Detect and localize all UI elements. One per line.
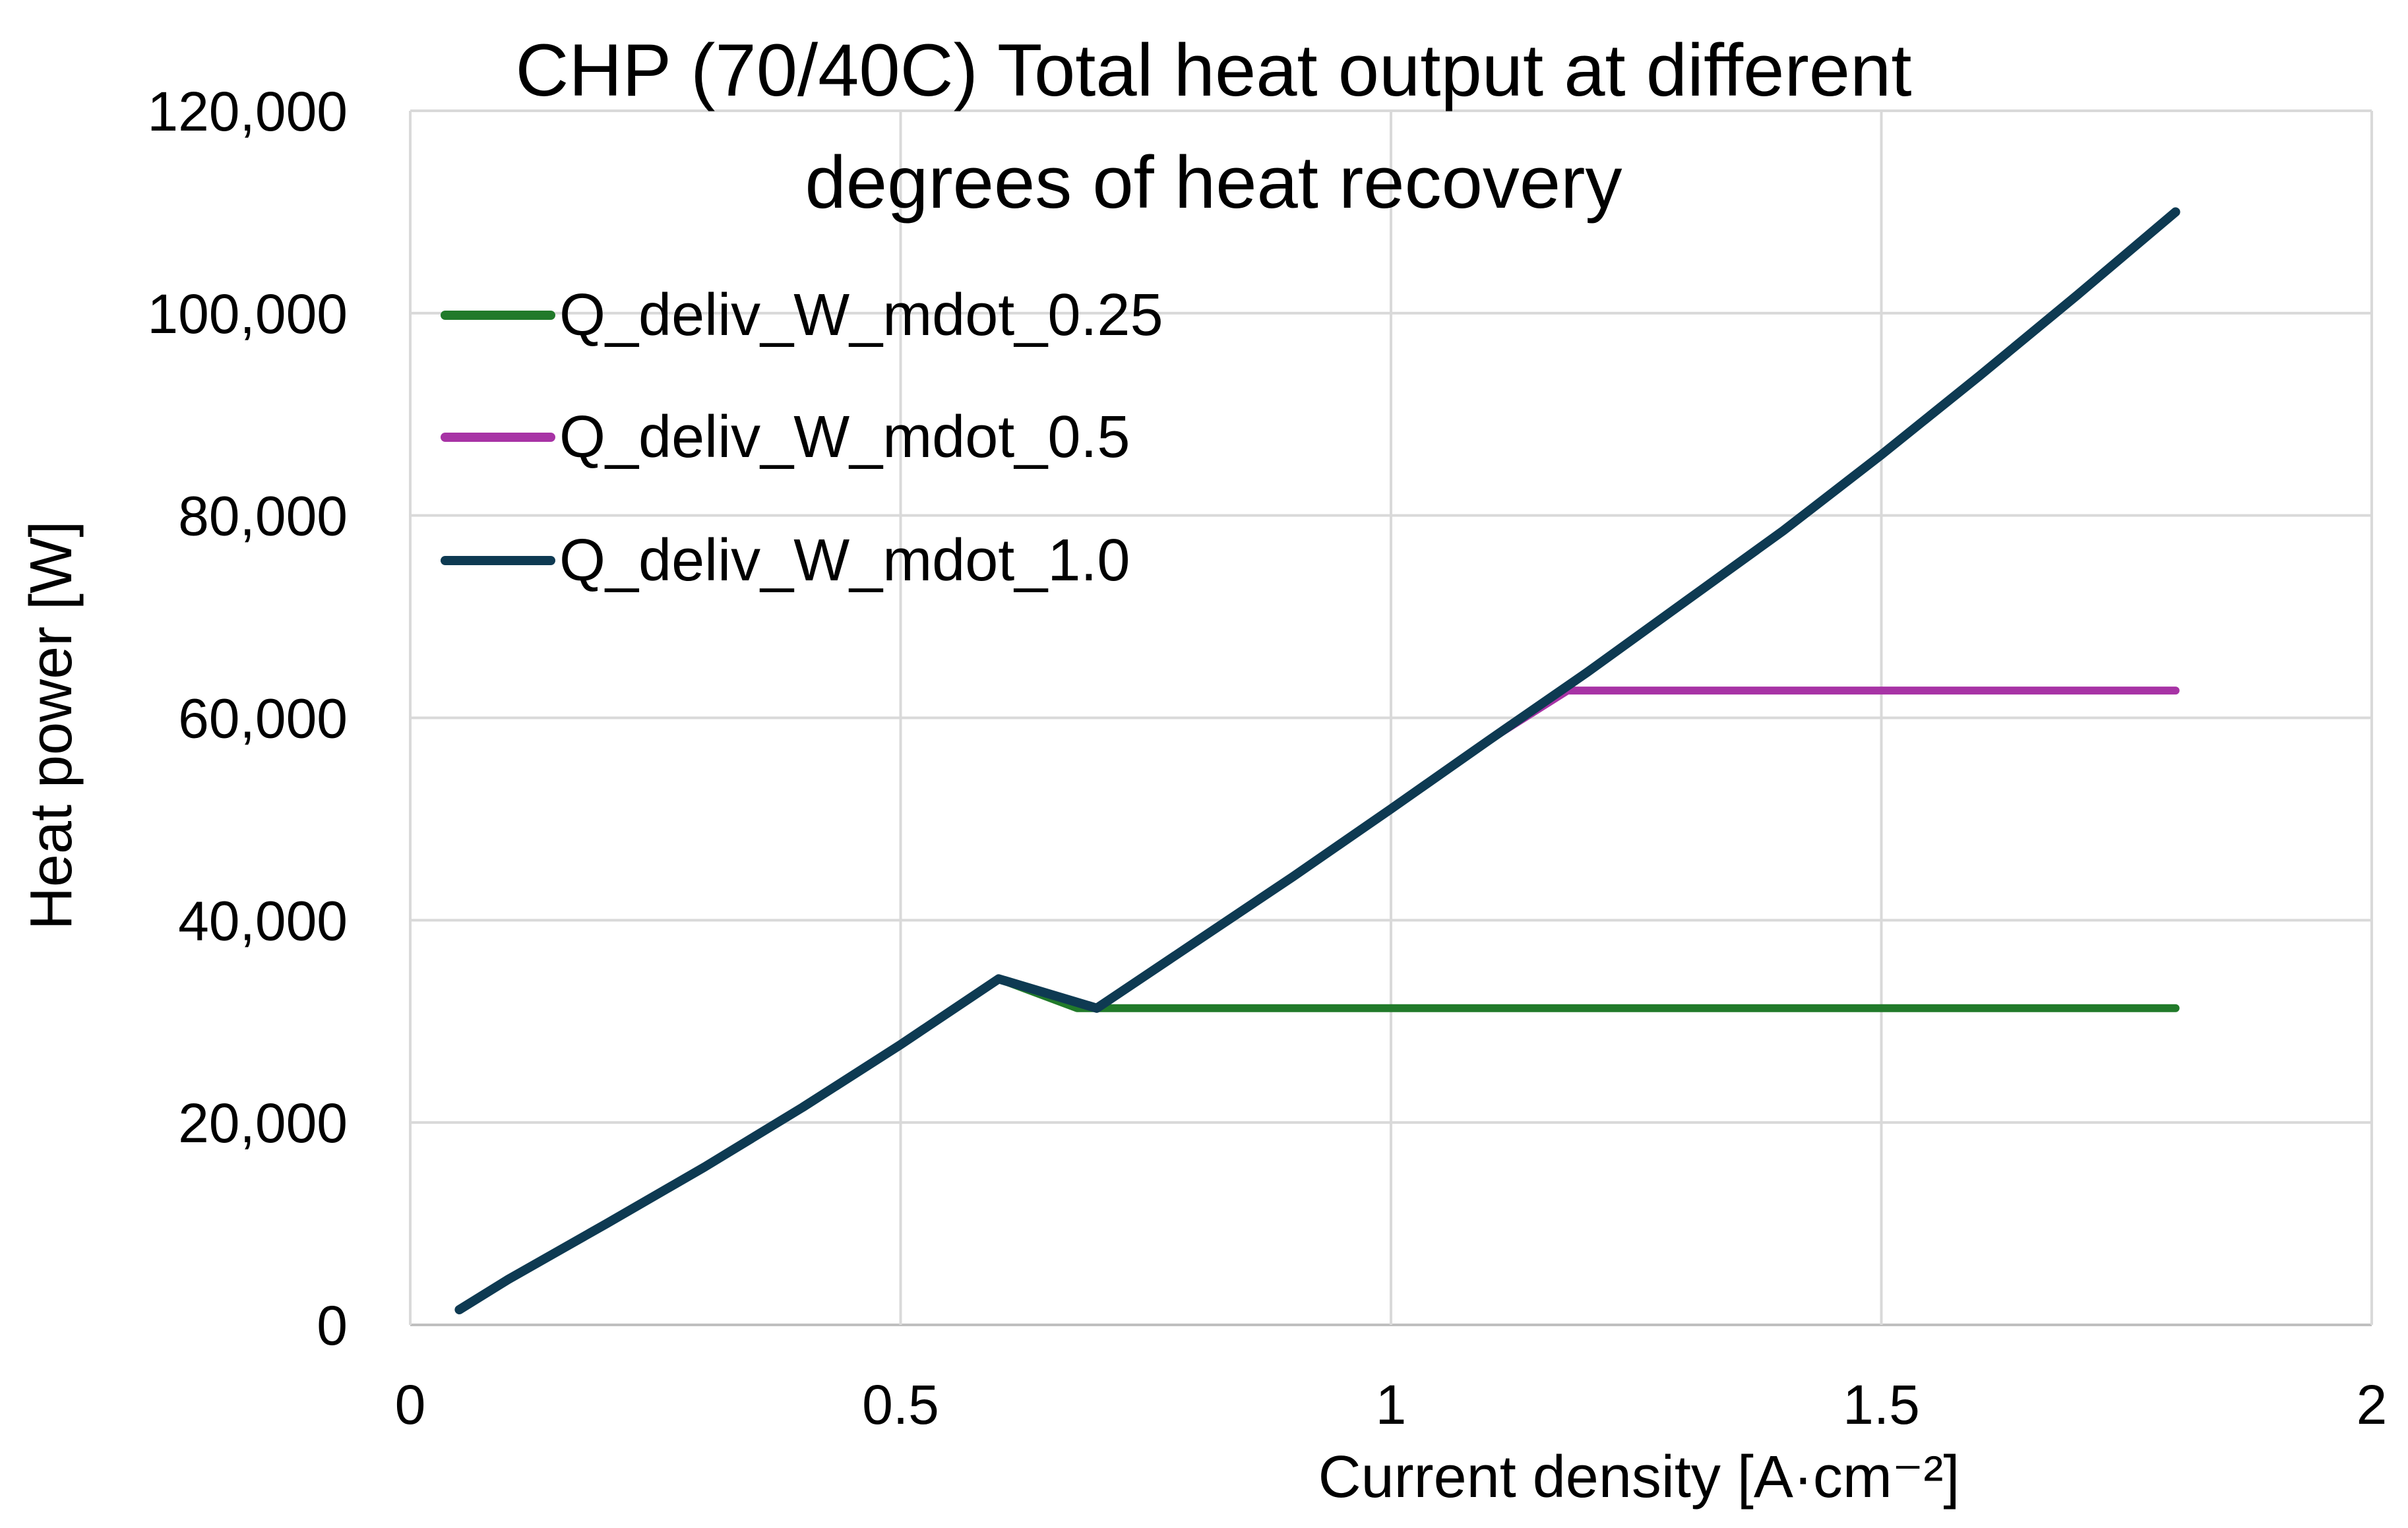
y-tick-label: 60,000	[178, 688, 348, 750]
series-line-q-deliv-w-mdot-0-25	[455, 975, 2180, 1314]
y-axis-label: Heat power [W]	[18, 521, 84, 930]
y-tick-label: 120,000	[147, 80, 348, 142]
series-line-q-deliv-w-mdot-1-0	[454, 207, 2180, 1314]
y-tick-label: 40,000	[178, 890, 348, 952]
x-tick-label: 0	[395, 1374, 426, 1436]
x-axis-label: Current density [A·cm⁻²]	[1318, 1444, 1960, 1510]
y-tick-label: 100,000	[147, 283, 348, 345]
legend: Q_deliv_W_mdot_0.25 Q_deliv_W_mdot_0.5 Q…	[441, 282, 1163, 594]
y-tick-label: 0	[317, 1295, 348, 1357]
chart-title-line-1: CHP (70/40C) Total heat output at differ…	[516, 29, 1912, 111]
x-tick-label: 1.5	[1843, 1374, 1920, 1436]
legend-label-mdot-1-0: Q_deliv_W_mdot_1.0	[559, 528, 1130, 594]
legend-label-mdot-0-25: Q_deliv_W_mdot_0.25	[559, 282, 1163, 348]
series-line-q-deliv-w-mdot-0-5	[455, 687, 2180, 1314]
x-tick-label: 2	[2357, 1374, 2388, 1436]
y-tick-label: 80,000	[178, 485, 348, 547]
axes: 0 20,000 40,000 60,000 80,000 100,000 120,000 0…	[147, 80, 2387, 1436]
y-tick-label: 20,000	[178, 1092, 348, 1154]
chart-title-line-2: degrees of heat recovery	[805, 141, 1622, 224]
x-tick-label: 0.5	[862, 1374, 939, 1436]
x-tick-label: 1	[1376, 1374, 1407, 1436]
grid	[409, 109, 2373, 1326]
legend-label-mdot-0-5: Q_deliv_W_mdot_0.5	[559, 404, 1130, 470]
series-lines	[454, 207, 2180, 1314]
